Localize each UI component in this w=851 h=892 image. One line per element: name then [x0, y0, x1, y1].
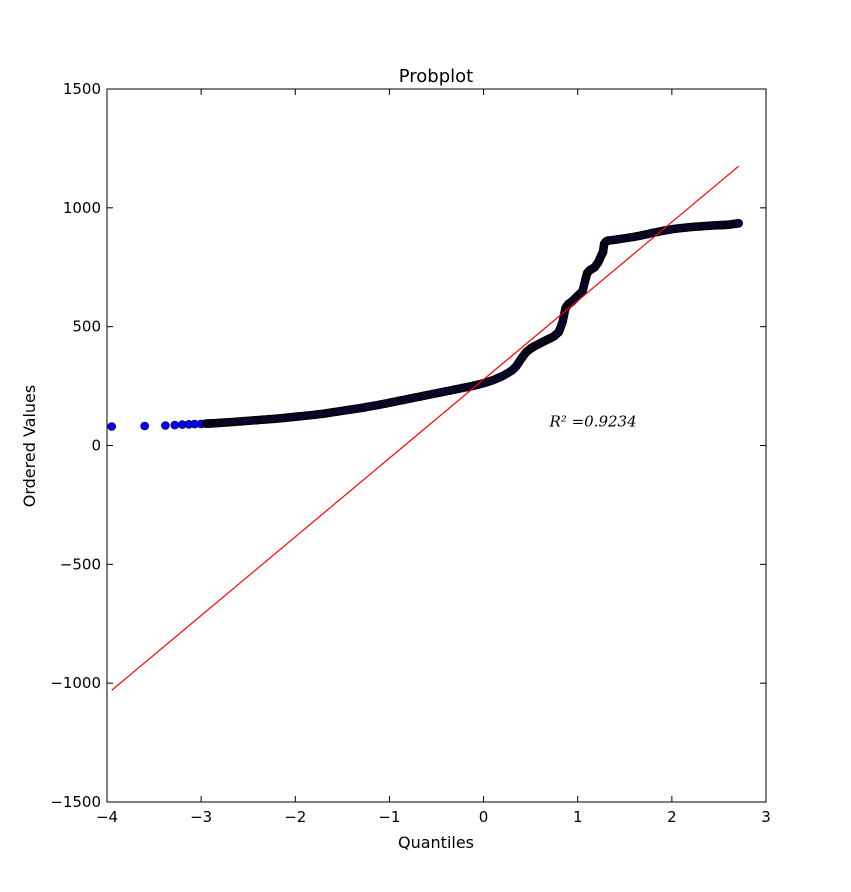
y-axis-title: Ordered Values	[20, 385, 39, 507]
data-point	[161, 421, 170, 430]
y-tick-label: −1500	[50, 793, 101, 811]
data-points-layer	[107, 219, 744, 431]
x-tick-label: −1	[378, 808, 400, 826]
fit-line-layer	[111, 165, 740, 691]
data-point	[107, 422, 116, 431]
y-tick-label: −500	[60, 555, 101, 573]
chart-title: Probplot	[399, 66, 473, 87]
y-tick-label: −1000	[50, 674, 101, 692]
y-axis-ticks: −1500 −1000 −500 0 500 1000 1500	[50, 80, 766, 811]
fit-line	[111, 165, 740, 691]
data-point	[140, 421, 149, 431]
data-point-band	[202, 219, 743, 428]
x-tick-label: −2	[284, 808, 306, 826]
y-tick-label: 0	[91, 437, 101, 455]
x-tick-label: −4	[96, 808, 118, 826]
x-axis-title: Quantiles	[398, 833, 474, 852]
y-tick-label: 500	[72, 318, 101, 336]
x-tick-label: 1	[573, 808, 583, 826]
r-squared-annotation: R² =0.9234	[549, 413, 637, 431]
plot-background	[107, 89, 766, 802]
x-tick-label: 2	[667, 808, 677, 826]
x-tick-label: 0	[479, 808, 489, 826]
plot-area	[106, 88, 767, 803]
data-point	[170, 420, 180, 430]
x-tick-label: −3	[190, 808, 212, 826]
y-tick-label: 1500	[63, 80, 101, 98]
y-tick-label: 1000	[63, 199, 101, 217]
x-tick-label: 3	[761, 808, 771, 826]
x-axis-ticks: −4 −3 −2 −1 0 1 2 3	[96, 89, 771, 826]
data-point	[733, 219, 743, 228]
